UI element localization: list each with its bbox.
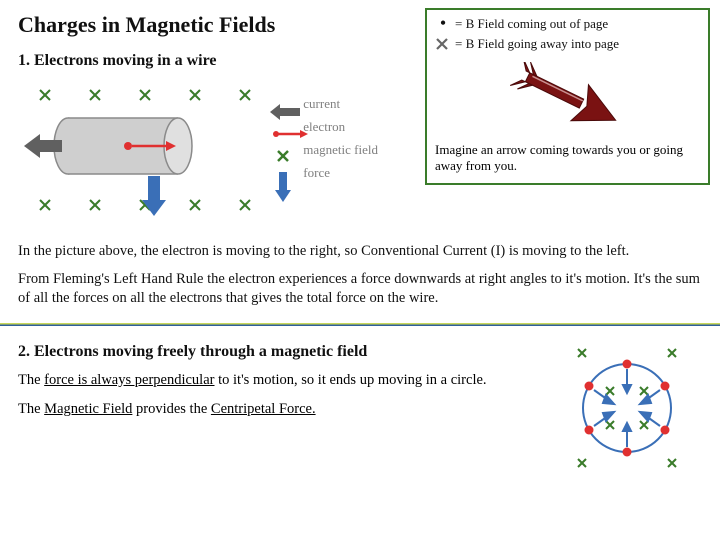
- divider: [0, 323, 720, 326]
- top-section: Charges in Magnetic Fields 1. Electrons …: [0, 0, 720, 234]
- label-electron: electron: [303, 119, 378, 135]
- circle-diagram: [552, 343, 702, 473]
- p1u: force is always perpendicular: [44, 372, 214, 388]
- legend-in-text: = B Field going away into page: [455, 36, 619, 52]
- x-icon: [435, 37, 451, 51]
- legend-box: • = B Field coming out of page = B Field…: [425, 8, 710, 185]
- legend-row-in: = B Field going away into page: [435, 36, 700, 52]
- legend-arrow-wrap: [435, 56, 700, 142]
- section2-text: 2. Electrons moving freely through a mag…: [18, 343, 532, 430]
- arrow-icon: [503, 62, 633, 132]
- section2-p2: The Magnetic Field provides the Centripe…: [18, 400, 532, 420]
- para1: In the picture above, the electron is mo…: [0, 242, 720, 262]
- section2-p1: The force is always perpendicular to it'…: [18, 371, 532, 391]
- p2u1: Magnetic Field: [44, 401, 132, 417]
- p1b: to it's motion, so it ends up moving in …: [214, 372, 486, 388]
- p2u2: Centripetal Force.: [211, 401, 316, 417]
- label-current: current: [303, 96, 378, 112]
- wire-diagram: current electron magnetic field force: [18, 76, 378, 226]
- p2a: The: [18, 401, 44, 417]
- dot-icon: •: [435, 18, 451, 30]
- label-force: force: [303, 165, 378, 181]
- diagram-legend: current electron magnetic field force: [303, 96, 378, 188]
- legend-row-out: • = B Field coming out of page: [435, 16, 700, 32]
- section2: 2. Electrons moving freely through a mag…: [0, 331, 720, 473]
- para2: From Fleming's Left Hand Rule the electr…: [0, 270, 720, 309]
- legend-out-text: = B Field coming out of page: [455, 16, 608, 32]
- label-magnetic: magnetic field: [303, 142, 378, 158]
- p2b: provides the: [132, 401, 211, 417]
- legend-caption: Imagine an arrow coming towards you or g…: [435, 142, 700, 175]
- section2-heading: 2. Electrons moving freely through a mag…: [18, 343, 532, 361]
- p1a: The: [18, 372, 44, 388]
